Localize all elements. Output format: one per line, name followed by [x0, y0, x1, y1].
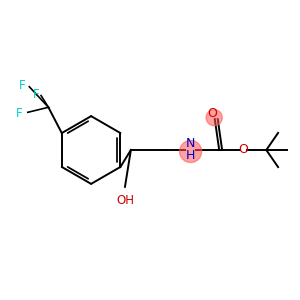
Text: OH: OH [116, 194, 134, 207]
Text: N
H: N H [186, 137, 195, 163]
Text: O: O [207, 107, 217, 120]
Text: F: F [16, 107, 22, 120]
Ellipse shape [180, 140, 202, 163]
Text: F: F [33, 88, 40, 100]
Text: F: F [19, 79, 25, 92]
Ellipse shape [206, 110, 222, 126]
Text: O: O [239, 143, 249, 157]
